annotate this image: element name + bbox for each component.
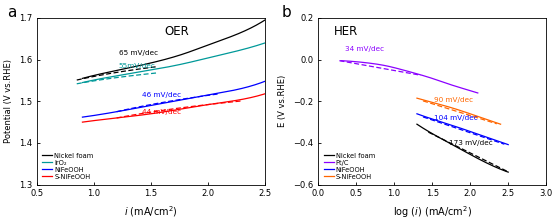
Text: 44 mV/dec: 44 mV/dec [142,109,181,115]
Text: 104 mV/dec: 104 mV/dec [434,115,477,121]
Y-axis label: Potential (V vs.RHE): Potential (V vs.RHE) [4,59,13,143]
Text: 55mV/dec: 55mV/dec [119,63,156,69]
Y-axis label: E (V vs.RHE): E (V vs.RHE) [278,75,287,127]
Text: HER: HER [334,25,358,38]
X-axis label: $i$ (mA/cm$^2$): $i$ (mA/cm$^2$) [124,204,178,219]
Text: a: a [7,5,17,20]
Text: OER: OER [164,25,189,38]
Text: 173 mV/dec: 173 mV/dec [449,140,492,146]
Text: 65 mV/dec: 65 mV/dec [119,50,158,56]
Text: 34 mV/dec: 34 mV/dec [345,46,384,52]
Text: 46 mV/dec: 46 mV/dec [142,92,181,98]
Text: b: b [282,5,291,20]
Legend: Nickel foam, Pt/C, NiFeOOH, S-NiFeOOH: Nickel foam, Pt/C, NiFeOOH, S-NiFeOOH [324,153,375,180]
Text: 90 mV/dec: 90 mV/dec [434,97,473,103]
Legend: Nickel foam, IrO₂, NiFeOOH, S-NiFeOOH: Nickel foam, IrO₂, NiFeOOH, S-NiFeOOH [42,153,94,180]
X-axis label: log ($i$) (mA/cm$^2$): log ($i$) (mA/cm$^2$) [393,204,472,220]
